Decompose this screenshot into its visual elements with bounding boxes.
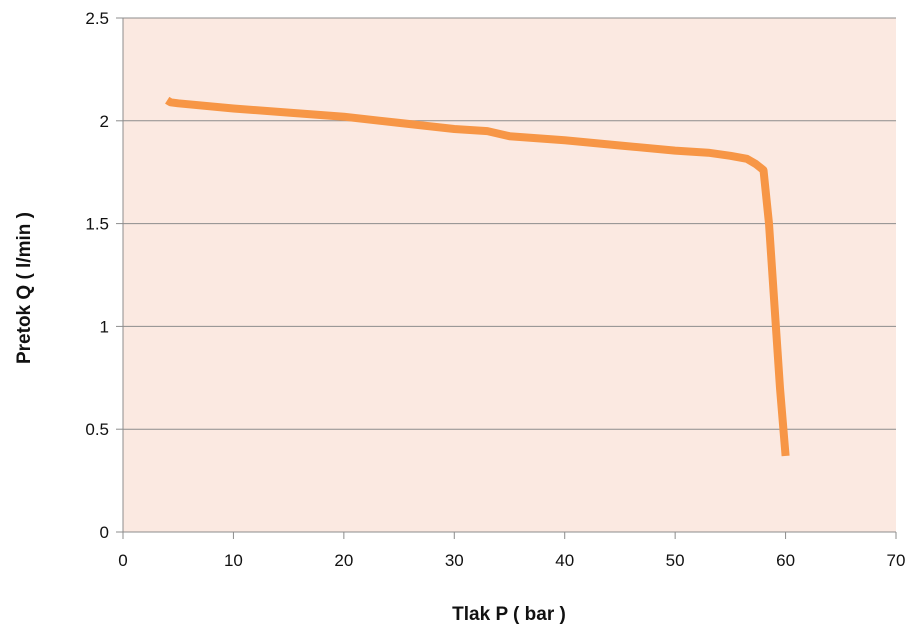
series-line [165,96,790,457]
axes [116,17,897,539]
y-axis-title: Pretok Q ( l/min ) [14,212,35,364]
gridlines [123,17,896,430]
x-tick-label: 10 [224,551,243,570]
x-tick-label: 70 [887,551,906,570]
series-group [165,96,790,457]
plot-area [123,18,896,532]
x-tick-label: 30 [445,551,464,570]
x-axis-title: Tlak P ( bar ) [452,604,566,625]
x-tick-label: 20 [334,551,353,570]
x-tick-label: 60 [776,551,795,570]
y-tick-label: 0.5 [85,420,109,439]
x-tick-label: 40 [555,551,574,570]
tick-labels: 0 0.5 1 1.5 2 2.5 0 10 20 30 40 50 60 70 [85,9,905,570]
x-tick-label: 50 [666,551,685,570]
y-tick-label: 2 [100,112,109,131]
y-tick-label: 1 [100,317,109,336]
y-tick-label: 1.5 [85,215,109,234]
y-tick-label: 0 [100,523,109,542]
x-tick-label: 0 [118,551,127,570]
y-tick-label: 2.5 [85,9,109,28]
